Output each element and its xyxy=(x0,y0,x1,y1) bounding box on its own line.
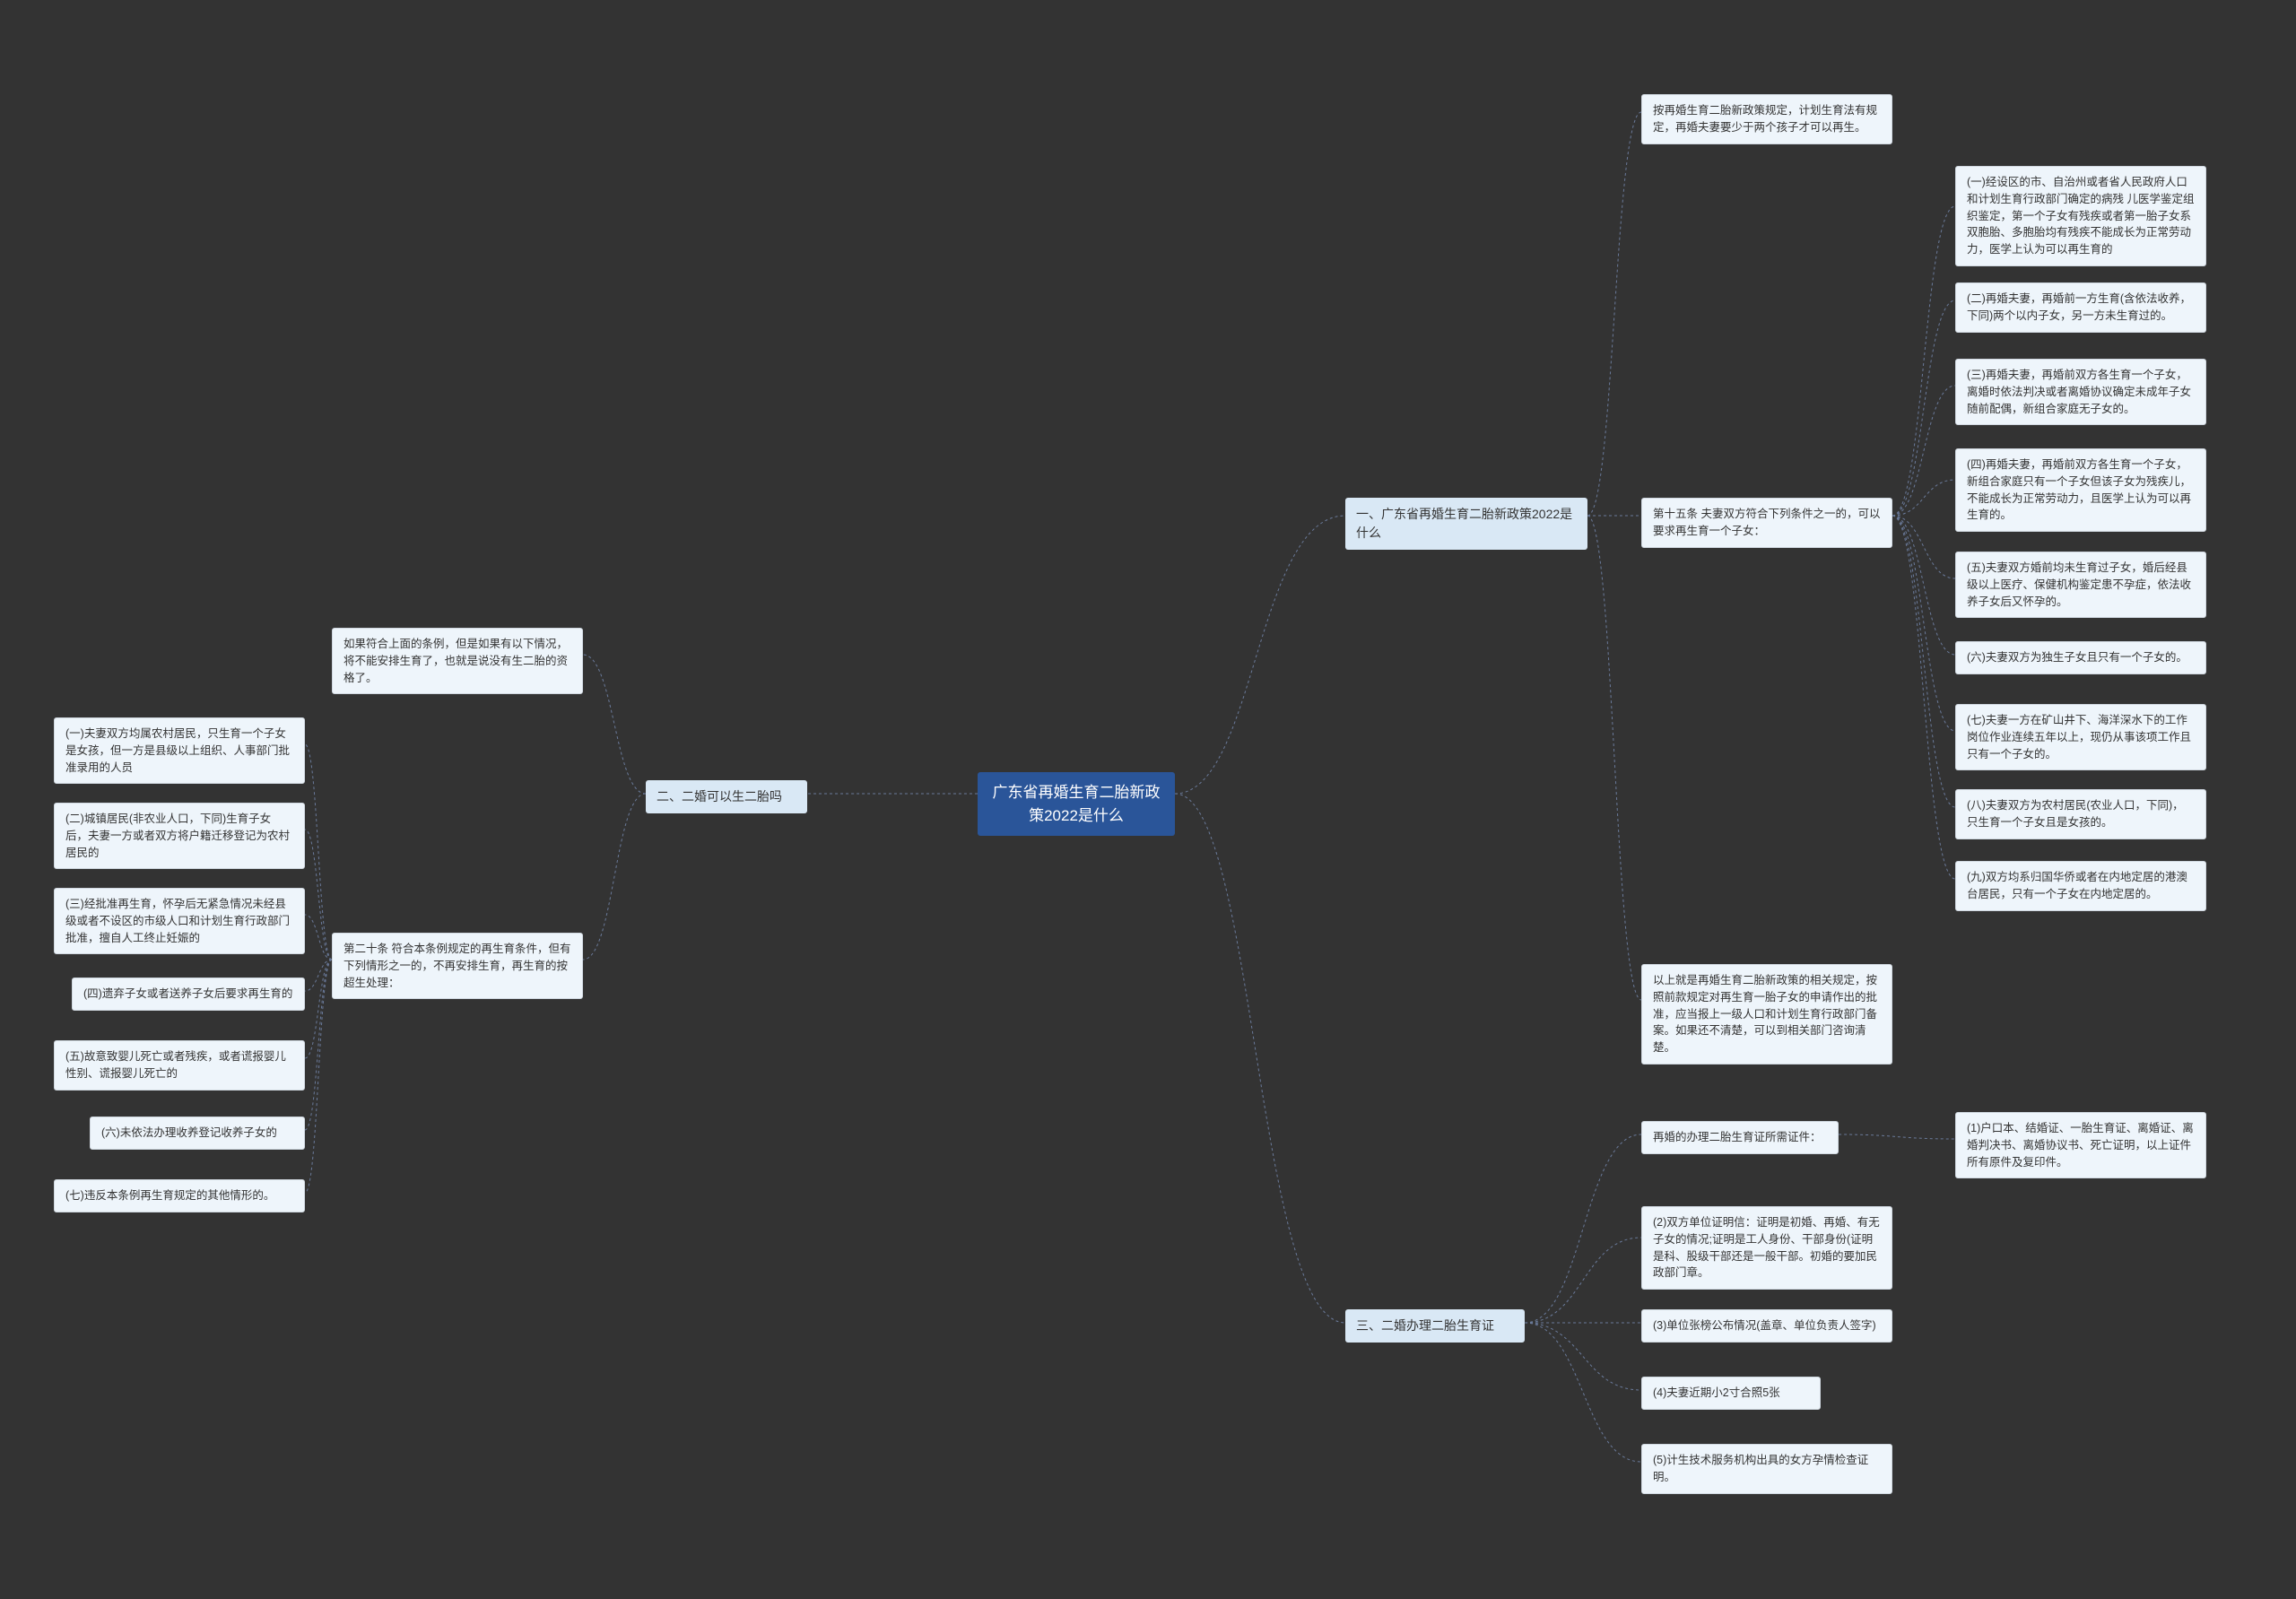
leaf-2b-2[interactable]: (三)经批准再生育，怀孕后无紧急情况未经县级或者不设区的市级人口和计划生育行政部… xyxy=(54,888,305,954)
leaf-2b-1[interactable]: (二)城镇居民(非农业人口，下同)生育子女后，夫妻一方或者双方将户籍迁移登记为农… xyxy=(54,803,305,869)
sub-3d[interactable]: (4)夫妻近期小2寸合照5张 xyxy=(1641,1377,1821,1410)
leaf-1b-6[interactable]: (七)夫妻一方在矿山井下、海洋深水下的工作岗位作业连续五年以上，现仍从事该项工作… xyxy=(1955,704,2206,770)
leaf-1b-4[interactable]: (五)夫妻双方婚前均未生育过子女，婚后经县级以上医疗、保健机构鉴定患不孕症，依法… xyxy=(1955,552,2206,618)
leaf-1b-1[interactable]: (二)再婚夫妻，再婚前一方生育(含依法收养，下同)两个以内子女，另一方未生育过的… xyxy=(1955,282,2206,333)
leaf-1b-3[interactable]: (四)再婚夫妻，再婚前双方各生育一个子女，新组合家庭只有一个子女但该子女为残疾儿… xyxy=(1955,448,2206,532)
sub-1c[interactable]: 以上就是再婚生育二胎新政策的相关规定，按照前款规定对再生育一胎子女的申请作出的批… xyxy=(1641,964,1892,1065)
sub-3c[interactable]: (3)单位张榜公布情况(盖章、单位负责人签字) xyxy=(1641,1309,1892,1343)
leaf-2b-0[interactable]: (一)夫妻双方均属农村居民，只生育一个子女是女孩，但一方是县级以上组织、人事部门… xyxy=(54,717,305,784)
leaf-1b-5[interactable]: (六)夫妻双方为独生子女且只有一个子女的。 xyxy=(1955,641,2206,674)
sub-3e[interactable]: (5)计生技术服务机构出具的女方孕情检查证明。 xyxy=(1641,1444,1892,1494)
sub-1a[interactable]: 按再婚生育二胎新政策规定，计划生育法有规定，再婚夫妻要少于两个孩子才可以再生。 xyxy=(1641,94,1892,144)
sub-2a[interactable]: 如果符合上面的条例，但是如果有以下情况，将不能安排生育了，也就是说没有生二胎的资… xyxy=(332,628,583,694)
branch-1[interactable]: 一、广东省再婚生育二胎新政策2022是什么 xyxy=(1345,498,1587,550)
leaf-1b-8[interactable]: (九)双方均系归国华侨或者在内地定居的港澳台居民，只有一个子女在内地定居的。 xyxy=(1955,861,2206,911)
sub-1b[interactable]: 第十五条 夫妻双方符合下列条件之一的，可以要求再生育一个子女： xyxy=(1641,498,1892,548)
sub-3b[interactable]: (2)双方单位证明信：证明是初婚、再婚、有无子女的情况;证明是工人身份、干部身份… xyxy=(1641,1206,1892,1290)
leaf-2b-6[interactable]: (七)违反本条例再生育规定的其他情形的。 xyxy=(54,1179,305,1212)
leaf-3a-0[interactable]: (1)户口本、结婚证、一胎生育证、离婚证、离婚判决书、离婚协议书、死亡证明，以上… xyxy=(1955,1112,2206,1178)
leaf-2b-3[interactable]: (四)遗弃子女或者送养子女后要求再生育的 xyxy=(72,978,305,1011)
leaf-1b-0[interactable]: (一)经设区的市、自治州或者省人民政府人口和计划生育行政部门确定的病残 儿医学鉴… xyxy=(1955,166,2206,266)
sub-3a[interactable]: 再婚的办理二胎生育证所需证件： xyxy=(1641,1121,1839,1154)
sub-2b[interactable]: 第二十条 符合本条例规定的再生育条件，但有下列情形之一的，不再安排生育，再生育的… xyxy=(332,933,583,999)
leaf-1b-7[interactable]: (八)夫妻双方为农村居民(农业人口，下同)，只生育一个子女且是女孩的。 xyxy=(1955,789,2206,839)
leaf-2b-5[interactable]: (六)未依法办理收养登记收养子女的 xyxy=(90,1117,305,1150)
branch-2[interactable]: 二、二婚可以生二胎吗 xyxy=(646,780,807,813)
leaf-2b-4[interactable]: (五)故意致婴儿死亡或者残疾，或者谎报婴儿性别、谎报婴儿死亡的 xyxy=(54,1040,305,1091)
root-node[interactable]: 广东省再婚生育二胎新政策2022是什么 xyxy=(978,772,1175,836)
branch-3[interactable]: 三、二婚办理二胎生育证 xyxy=(1345,1309,1525,1343)
leaf-1b-2[interactable]: (三)再婚夫妻，再婚前双方各生育一个子女，离婚时依法判决或者离婚协议确定未成年子… xyxy=(1955,359,2206,425)
